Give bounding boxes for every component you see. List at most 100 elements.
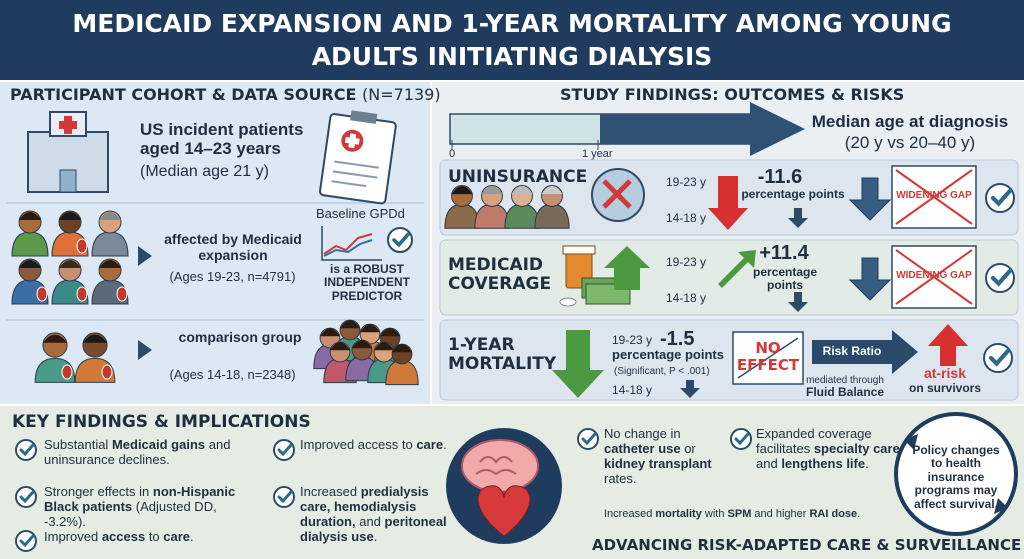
up-arrow	[604, 246, 650, 290]
up-arrow	[928, 324, 968, 366]
down-arrow	[848, 177, 892, 221]
median-detail: (20 y vs 20–40 y)	[844, 133, 976, 152]
significance: (Significant, P < .001)	[614, 366, 710, 377]
effect-unit: percentage points	[741, 187, 845, 201]
key-item-text: or	[680, 440, 696, 456]
brain-heart-icon	[446, 428, 562, 544]
check-icon	[15, 530, 37, 552]
key-item-emphasis: peritoneal dialysis use	[300, 513, 447, 544]
section-title: STUDY FINDINGS: OUTCOMES & RISKS	[560, 85, 905, 104]
section-title: PARTICIPANT COHORT & DATA SOURCE (N=7139…	[10, 86, 441, 104]
check-icon	[985, 263, 1015, 293]
check-icon	[387, 227, 413, 253]
kidney-icon	[76, 238, 88, 254]
mediator: Fluid Balance	[805, 385, 885, 399]
baseline-note: is a ROBUST INDEPENDENT PREDICTOR	[323, 262, 410, 303]
key-item-emphasis: care	[163, 529, 191, 544]
age-group: 14-18 y	[666, 211, 707, 225]
risk: at-risk	[923, 365, 967, 381]
effect-unit: percentage points	[612, 347, 724, 362]
key-item-emphasis: specialty care	[813, 440, 900, 456]
effect-frame	[737, 337, 799, 379]
baseline-label: Baseline GPDd	[316, 206, 405, 221]
person-icon	[385, 343, 419, 386]
median-age: (Median age 21 y)	[140, 163, 269, 180]
key-item-text: with	[701, 508, 728, 520]
key-item-text: Expanded coverage facilitates	[756, 426, 872, 456]
down-arrow	[848, 257, 892, 301]
kidney-icon	[76, 286, 88, 302]
key-item: Expanded coverage facilitates specialty …	[756, 426, 906, 472]
key-item-text: .	[865, 455, 869, 471]
timeline-arrow	[600, 102, 805, 156]
row-label: 1-YEAR MORTALITY	[448, 335, 557, 375]
person-icon	[11, 258, 49, 305]
key-item-emphasis: predialysis care, hemodialysis duration,	[300, 484, 429, 529]
policy-cycle	[894, 412, 1018, 536]
person-icon	[474, 185, 510, 229]
key-item-text: and uninsurance declines.	[44, 437, 231, 467]
key-item-text: .	[443, 437, 447, 452]
down-arrow	[708, 176, 748, 230]
section-title-text: PARTICIPANT COHORT & DATA SOURCE	[10, 85, 357, 104]
timeline-label: 0	[449, 148, 456, 160]
badge-frame	[891, 245, 977, 309]
effect-value: +11.4	[759, 242, 809, 264]
key-item-emphasis: Medicaid gains	[111, 437, 206, 452]
kidney-icon	[101, 364, 113, 380]
effect-frame	[732, 331, 804, 385]
person-icon	[444, 185, 480, 229]
risk-ratio: Risk Ratio	[822, 344, 882, 358]
key-item-text: Improved access to	[300, 437, 417, 452]
check-icon	[730, 428, 752, 450]
risk-detail: on survivors	[908, 381, 982, 395]
hospital-icon	[27, 111, 109, 193]
small-arrow	[788, 292, 808, 312]
person-icon	[534, 185, 570, 229]
effect-unit: percentage points	[752, 265, 818, 293]
key-item-emphasis: mortality	[655, 508, 702, 520]
effect-value: -11.6	[757, 166, 803, 188]
key-item: Substantial Medicaid gains and uninsuran…	[44, 437, 256, 468]
key-item-text: Increased	[300, 484, 361, 499]
check-icon	[273, 439, 295, 461]
key-item-emphasis: RAI dose	[809, 508, 858, 520]
page-title: MEDICAID EXPANSION AND 1-YEAR MORTALITY …	[72, 9, 952, 71]
person-icon	[74, 332, 116, 383]
age-group: 19-23 y	[666, 175, 707, 189]
check-icon	[15, 486, 37, 508]
key-item-text: .	[857, 508, 861, 520]
ratio-arrow	[812, 330, 918, 374]
key-item: Increased mortality with SPM and higher …	[604, 508, 904, 521]
age-group: 14-18 y	[612, 383, 653, 397]
median-title: Median age at diagnosis	[811, 112, 1009, 131]
header-band	[0, 0, 1024, 80]
no-effect: NO EFFECT	[736, 339, 800, 374]
diagonal-arrow	[718, 250, 756, 288]
affected-detail: (Ages 19-23, n=4791)	[169, 269, 296, 284]
comparison-group: comparison group	[178, 329, 302, 345]
check-icon	[983, 343, 1013, 373]
clipboard-icon	[319, 110, 397, 205]
key-item: Improved access to care.	[300, 437, 460, 453]
key-item-emphasis: SPM	[727, 508, 752, 520]
comparison-detail: (Ages 14-18, n=2348)	[169, 367, 296, 382]
check-icon	[985, 183, 1015, 213]
key-item-emphasis: care	[416, 437, 444, 452]
key-item-text: Stronger effects in	[44, 484, 153, 499]
age-group: 19-23 y	[612, 333, 653, 347]
key-item-text: No change in	[604, 426, 681, 441]
effect-value: -1.5	[660, 328, 695, 350]
key-item-text: and	[355, 513, 385, 529]
affected-group: affected by Medicaid expansion	[164, 231, 302, 263]
mediator-prefix: mediated through	[806, 375, 884, 386]
key-item-emphasis: non-Hispanic Black patients	[44, 484, 236, 514]
badge: WIDENING GAP	[896, 190, 972, 201]
key-item-emphasis: access	[101, 529, 146, 544]
head-icon	[591, 168, 645, 222]
key-item-text: (Adjusted DD, -3.2%).	[44, 498, 217, 529]
footer-title: ADVANCING RISK-ADAPTED CARE & SURVEILLAN…	[592, 536, 1022, 554]
down-arrow	[552, 330, 604, 398]
row-label: MEDICAID COVERAGE	[448, 255, 552, 295]
check-icon	[577, 428, 599, 450]
